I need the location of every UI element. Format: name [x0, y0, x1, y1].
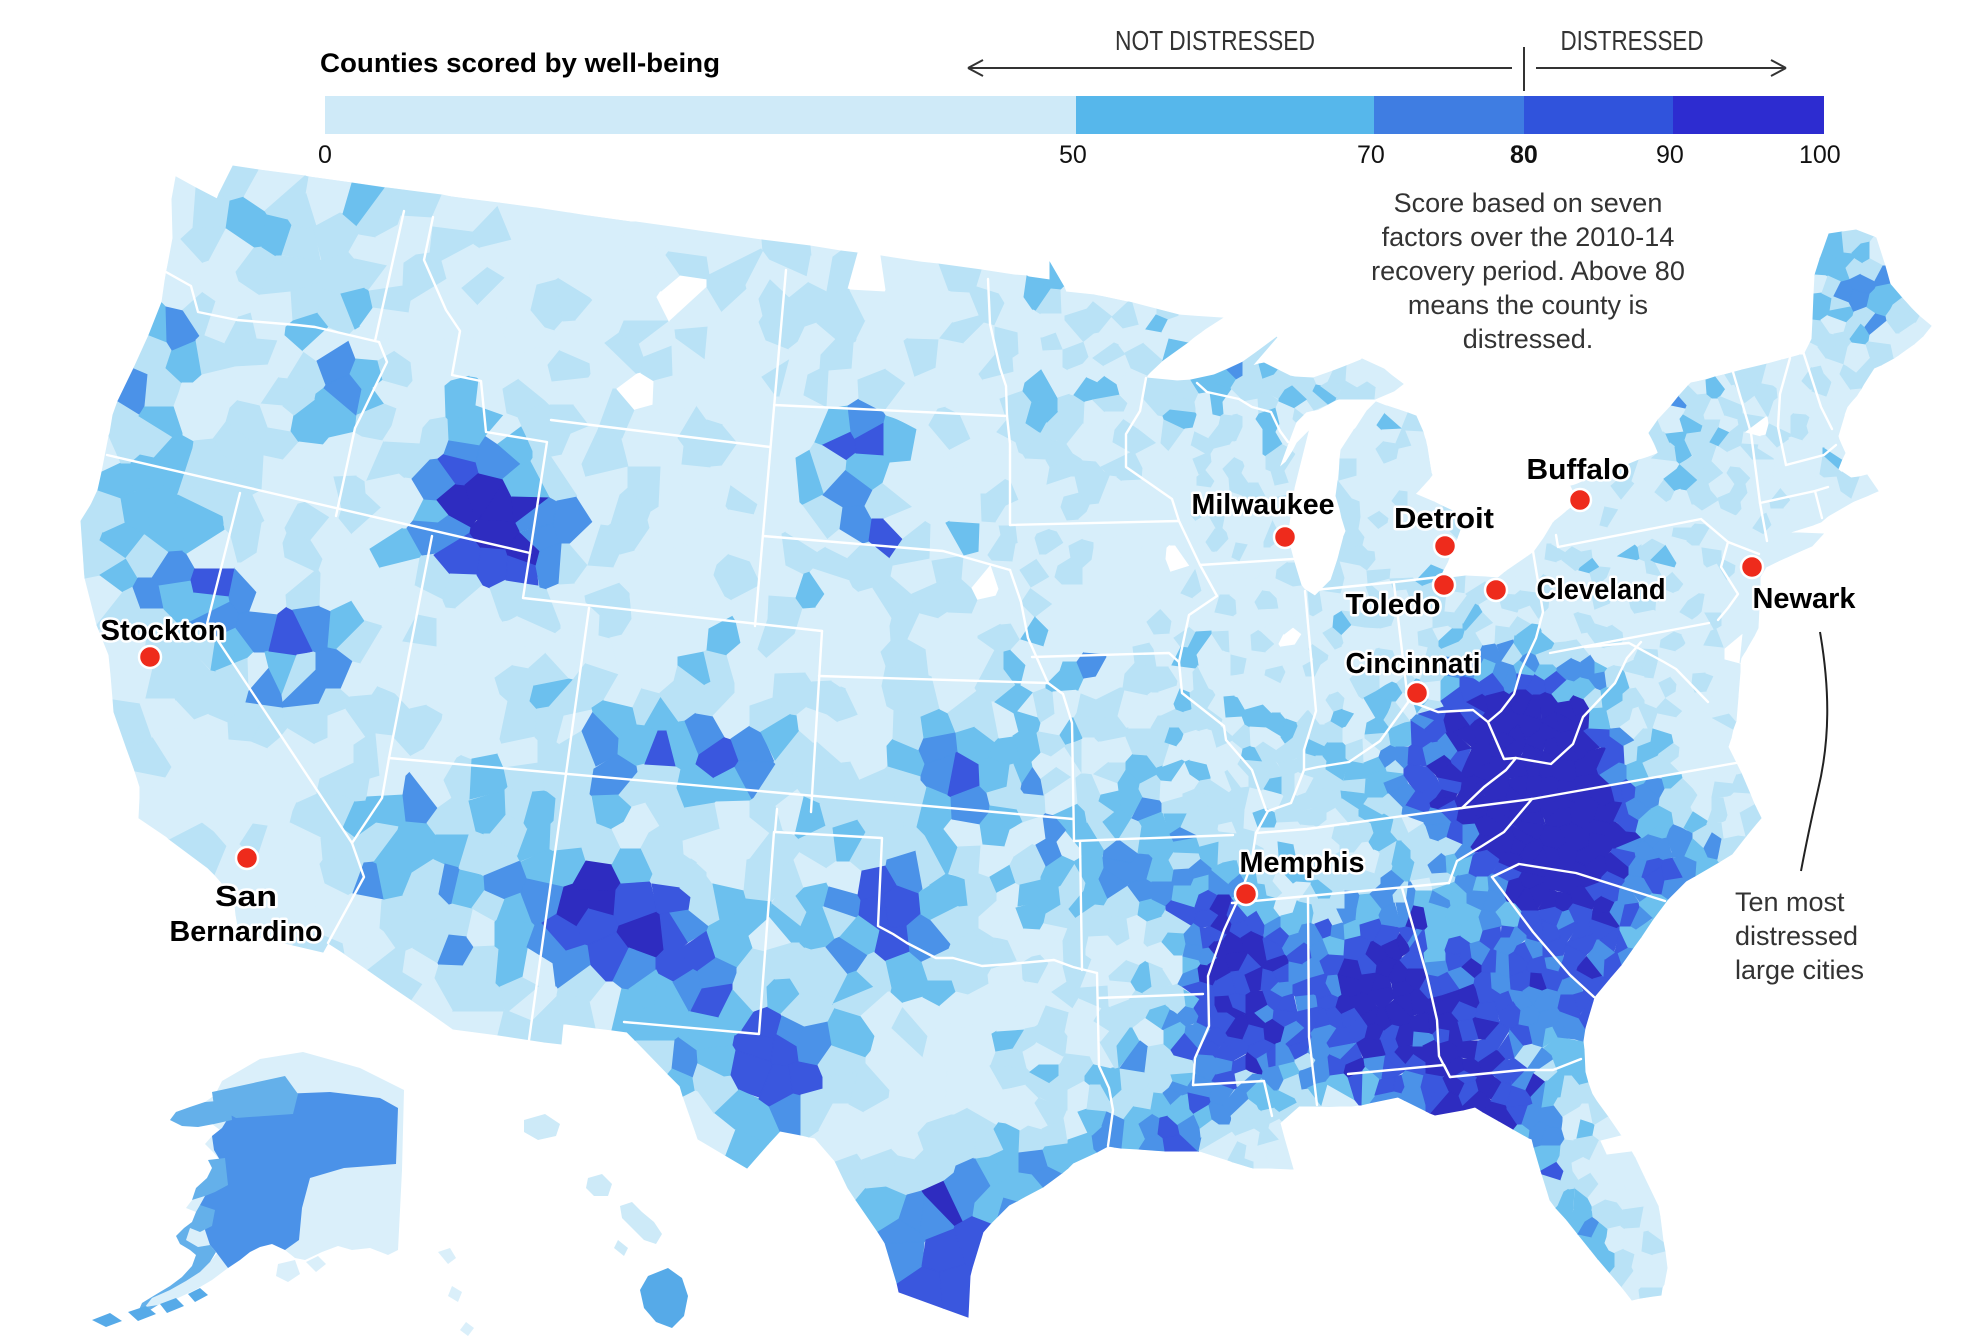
- svg-text:Bernardino: Bernardino: [170, 916, 323, 948]
- svg-text:distressed: distressed: [1735, 921, 1858, 951]
- svg-text:Ten most: Ten most: [1735, 887, 1845, 917]
- svg-text:distressed.: distressed.: [1463, 324, 1594, 354]
- svg-text:large cities: large cities: [1735, 955, 1864, 985]
- svg-text:means the county is: means the county is: [1408, 290, 1648, 320]
- svg-text:Score based on seven: Score based on seven: [1394, 188, 1663, 218]
- svg-text:San: San: [215, 881, 277, 913]
- svg-text:factors over the 2010-14: factors over the 2010-14: [1382, 222, 1675, 252]
- svg-text:Memphis: Memphis: [1240, 847, 1365, 879]
- svg-text:Cincinnati: Cincinnati: [1346, 648, 1481, 680]
- svg-text:50: 50: [1059, 141, 1087, 169]
- svg-text:90: 90: [1656, 141, 1684, 169]
- svg-text:Toledo: Toledo: [1346, 589, 1441, 621]
- svg-text:Detroit: Detroit: [1394, 503, 1494, 535]
- svg-text:Milwaukee: Milwaukee: [1192, 489, 1335, 521]
- svg-text:Cleveland: Cleveland: [1537, 574, 1666, 606]
- svg-text:Buffalo: Buffalo: [1527, 454, 1630, 486]
- svg-text:70: 70: [1357, 141, 1385, 169]
- svg-text:DISTRESSED: DISTRESSED: [1561, 25, 1704, 56]
- svg-text:recovery period. Above 80: recovery period. Above 80: [1371, 256, 1685, 286]
- svg-text:Newark: Newark: [1753, 583, 1857, 615]
- svg-text:Counties scored by well-being: Counties scored by well-being: [320, 48, 720, 78]
- svg-text:Stockton: Stockton: [101, 615, 226, 647]
- svg-text:100: 100: [1799, 141, 1841, 169]
- svg-text:80: 80: [1510, 141, 1538, 169]
- svg-text:0: 0: [318, 141, 332, 169]
- svg-text:NOT DISTRESSED: NOT DISTRESSED: [1115, 25, 1315, 56]
